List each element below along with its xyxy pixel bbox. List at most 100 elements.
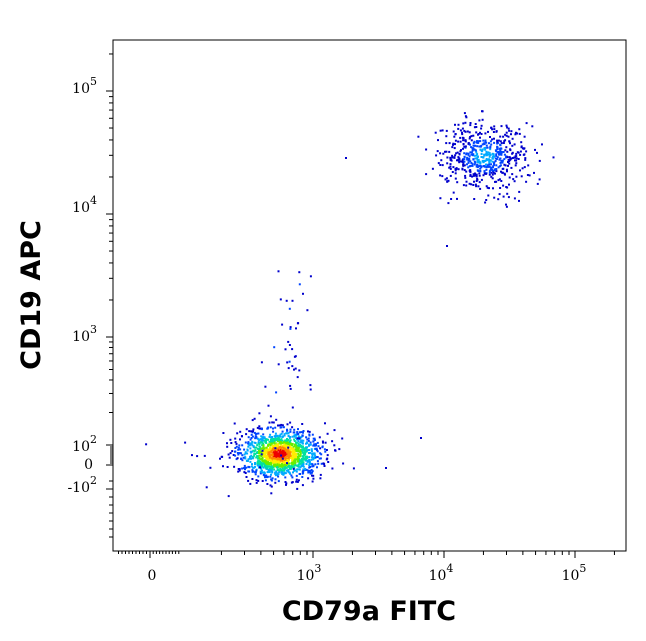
- event-dot: [467, 153, 470, 156]
- event-dot: [269, 426, 272, 429]
- event-dot: [239, 438, 241, 441]
- event-dot: [281, 430, 284, 433]
- event-dot: [469, 160, 472, 163]
- event-dot: [301, 476, 304, 478]
- event-dot: [470, 146, 473, 149]
- event-dot: [520, 175, 523, 178]
- event-dot: [293, 431, 296, 434]
- event-dot: [276, 446, 279, 449]
- event-dot: [457, 123, 460, 126]
- event-dot: [478, 165, 481, 168]
- event-dot: [514, 156, 517, 159]
- event-dot: [517, 151, 520, 154]
- event-dot: [439, 152, 442, 155]
- event-dot: [268, 435, 271, 438]
- event-dot: [471, 175, 474, 178]
- event-dot: [310, 448, 313, 451]
- event-dot: [466, 163, 468, 166]
- event-dot: [497, 166, 500, 169]
- event-dot: [260, 453, 263, 456]
- event-dot: [238, 452, 241, 455]
- event-dot: [271, 454, 274, 457]
- event-dot: [275, 452, 278, 455]
- event-dot: [271, 444, 274, 447]
- event-dot: [452, 191, 455, 194]
- event-dot: [244, 472, 247, 474]
- event-dot: [474, 172, 476, 175]
- event-dot: [266, 475, 269, 478]
- event-dot: [331, 467, 334, 470]
- event-dot: [444, 150, 446, 153]
- event-dot: [484, 163, 487, 166]
- event-dot: [475, 131, 478, 134]
- event-dot: [248, 457, 251, 460]
- event-dot: [475, 180, 478, 182]
- event-dot: [514, 159, 516, 162]
- event-dot: [291, 463, 294, 466]
- event-dot: [515, 155, 518, 158]
- event-dot: [497, 139, 500, 142]
- event-dot: [259, 454, 262, 457]
- event-dot: [289, 454, 292, 457]
- event-dot: [286, 459, 289, 461]
- event-dot: [492, 154, 495, 157]
- event-dot: [439, 164, 442, 166]
- event-dot: [302, 430, 305, 432]
- event-dot: [234, 447, 237, 449]
- event-dot: [276, 434, 279, 437]
- event-dot: [456, 181, 459, 184]
- event-dot: [287, 445, 289, 447]
- event-dot: [511, 144, 514, 147]
- event-dot: [252, 428, 255, 431]
- event-dot: [272, 448, 275, 451]
- event-dot: [461, 136, 464, 139]
- event-dot: [261, 458, 264, 461]
- event-dot: [488, 163, 491, 166]
- event-dot: [281, 473, 284, 475]
- event-dot: [272, 451, 275, 454]
- event-dot: [297, 435, 300, 438]
- event-dot: [282, 450, 285, 453]
- event-dot: [484, 139, 487, 142]
- event-dot: [282, 447, 285, 450]
- y-tick-label: 0: [84, 457, 93, 473]
- event-dot: [254, 465, 256, 468]
- event-dot: [499, 140, 502, 143]
- event-dot: [283, 453, 286, 456]
- event-dot: [482, 174, 485, 177]
- event-dot: [271, 421, 274, 424]
- event-dot: [145, 443, 148, 446]
- event-dot: [464, 130, 467, 133]
- event-dot: [310, 458, 313, 461]
- event-dot: [291, 426, 294, 429]
- event-dot: [486, 146, 489, 149]
- event-dot: [469, 174, 472, 177]
- event-dot: [295, 453, 298, 456]
- event-dot: [287, 434, 290, 437]
- event-dot: [308, 462, 311, 465]
- event-dot: [447, 202, 450, 205]
- event-dot: [484, 172, 486, 175]
- event-dot: [289, 472, 292, 475]
- event-dot: [299, 441, 302, 444]
- event-dot: [448, 150, 451, 153]
- event-dot: [437, 139, 439, 142]
- event-dot: [276, 457, 279, 460]
- event-dot: [264, 464, 267, 467]
- event-dot: [506, 170, 508, 173]
- event-dot: [243, 453, 246, 456]
- event-dot: [458, 161, 461, 164]
- event-dot: [536, 182, 539, 185]
- event-dot: [301, 455, 304, 458]
- event-dot: [487, 194, 490, 197]
- event-dot: [454, 177, 457, 180]
- event-dot: [417, 135, 420, 138]
- event-dot: [274, 472, 277, 475]
- event-dot: [468, 131, 471, 134]
- event-dot: [485, 172, 488, 175]
- event-dot: [487, 151, 490, 154]
- event-dot: [258, 442, 261, 445]
- event-dot: [459, 150, 462, 153]
- event-dot: [293, 464, 296, 467]
- event-dot: [296, 432, 299, 435]
